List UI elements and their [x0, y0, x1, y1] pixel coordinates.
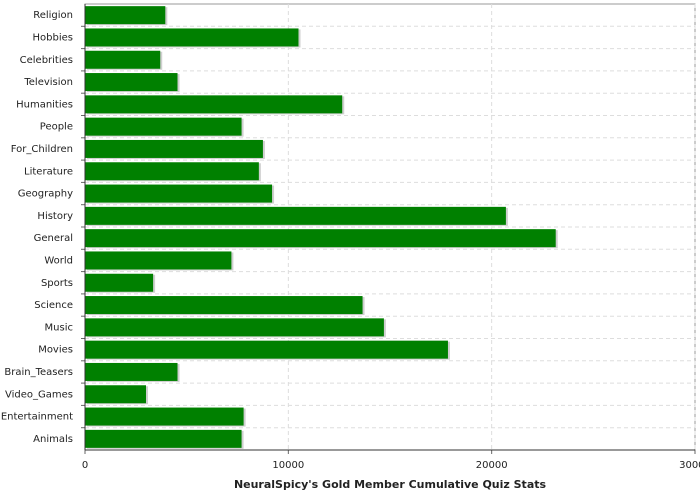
x-tick-label: 0 — [82, 460, 88, 471]
bar — [85, 429, 242, 448]
y-tick-label: Video_Games — [5, 389, 73, 400]
y-tick-label: Sports — [41, 278, 73, 289]
bar — [85, 139, 263, 158]
y-tick-label: Brain_Teasers — [4, 367, 73, 378]
y-tick-label: General — [34, 233, 73, 244]
y-tick-label: World — [44, 255, 73, 266]
y-tick-label: Religion — [33, 10, 73, 21]
bar — [85, 251, 232, 270]
y-tick-label: History — [37, 211, 73, 222]
y-tick-label: Science — [34, 300, 73, 311]
bar — [85, 206, 506, 225]
y-tick-label: People — [40, 122, 73, 133]
bar — [85, 407, 244, 426]
bar — [85, 385, 146, 404]
y-tick-label: Animals — [33, 434, 73, 445]
y-tick-label: Television — [23, 77, 73, 88]
y-tick-label: Entertainment — [1, 412, 73, 423]
y-tick-label: Hobbies — [33, 32, 73, 43]
bar — [85, 50, 161, 69]
bar — [85, 296, 363, 315]
y-tick-label: Celebrities — [20, 55, 73, 66]
bar — [85, 162, 259, 181]
bar — [85, 340, 448, 359]
x-tick-label: 10000 — [272, 460, 304, 471]
bar — [85, 184, 273, 203]
y-tick-label: Geography — [18, 189, 73, 200]
x-tick-label: 30000 — [679, 460, 700, 471]
bar — [85, 73, 178, 92]
x-tick-label: 20000 — [476, 460, 508, 471]
bar — [85, 95, 343, 114]
bar — [85, 117, 242, 136]
y-tick-label: For_Children — [11, 144, 73, 155]
y-tick-label: Music — [45, 322, 73, 333]
bar — [85, 6, 166, 25]
bar — [85, 273, 154, 292]
bar — [85, 229, 556, 248]
x-axis-title: NeuralSpicy's Gold Member Cumulative Qui… — [234, 478, 547, 491]
y-tick-label: Humanities — [16, 99, 73, 110]
y-tick-label: Movies — [38, 345, 73, 356]
bar — [85, 318, 384, 337]
bar — [85, 362, 178, 381]
y-tick-label: Literature — [24, 166, 73, 177]
bar — [85, 28, 299, 47]
